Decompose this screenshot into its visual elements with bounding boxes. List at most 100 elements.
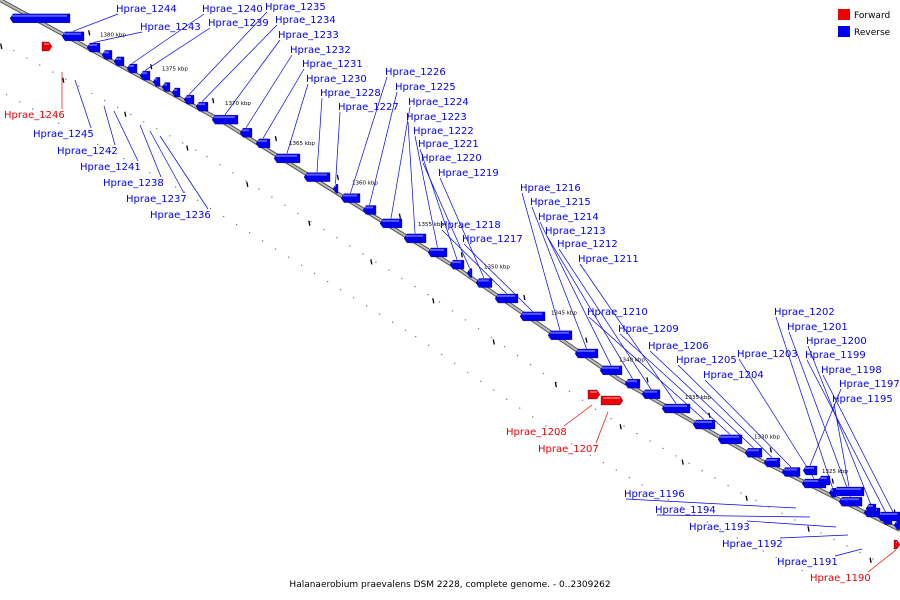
gene-feature-hprae_1242 — [101, 50, 113, 60]
scale-label: 1365 kbp — [289, 141, 315, 147]
guide-dot-inner — [401, 277, 403, 280]
guide-dot-inner — [323, 229, 325, 231]
gene-feature-hprae_1211 — [661, 403, 691, 414]
legend: Forward Reverse — [838, 9, 891, 38]
gene-feature-hprae_1228 — [303, 172, 331, 182]
tick-guide-layer — [0, 30, 896, 572]
gene-label-hprae_1202: Hprae_1202 — [774, 307, 835, 318]
scale-tick-mark — [869, 557, 872, 563]
gene-label-hprae_1238: Hprae_1238 — [103, 178, 164, 189]
scale-label: 1335 kbp — [685, 395, 711, 401]
guide-dot-outer — [641, 484, 643, 486]
guide-dot-outer — [532, 416, 534, 418]
guide-dot-outer — [300, 264, 303, 266]
guide-dot-inner — [623, 425, 625, 427]
leader-line — [563, 404, 593, 427]
guide-dot-outer — [175, 186, 177, 188]
scale-label: 1380 kbp — [100, 33, 126, 39]
guide-dot-inner — [794, 519, 796, 521]
map-caption: Halanaerobium praevalens DSM 2228, compl… — [289, 580, 610, 590]
scale-tick-mark — [370, 259, 373, 265]
gene-label-hprae_1203: Hprae_1203 — [737, 349, 798, 360]
gene-label-hprae_1199: Hprae_1199 — [805, 350, 866, 361]
scale-label: 1370 kbp — [225, 101, 251, 107]
guide-dot-inner — [258, 188, 260, 190]
guide-dot-inner — [781, 512, 783, 515]
leader-line — [439, 177, 485, 279]
gene-label-hprae_1220: Hprae_1220 — [421, 153, 482, 164]
scale-tick-mark — [186, 145, 189, 151]
leader-line — [588, 316, 705, 420]
guide-dot-outer — [441, 353, 443, 356]
guide-dot-outer — [775, 556, 777, 559]
legend-swatch-forward — [838, 9, 850, 20]
scale-label: 1325 kbp — [822, 469, 848, 475]
gene-feature-hprae_1215 — [574, 348, 599, 359]
gene-feature-hprae_1237 — [161, 82, 171, 92]
guide-dot-inner — [427, 294, 429, 296]
gene-feature-hprae_1193 — [877, 511, 900, 522]
guide-dot-inner — [477, 328, 480, 330]
gene-label-hprae_1228: Hprae_1228 — [320, 88, 381, 99]
gene-label-hprae_1212: Hprae_1212 — [557, 239, 618, 250]
leader-line — [390, 106, 411, 219]
scale-tick-mark — [492, 339, 495, 345]
scale-tick-mark — [88, 30, 91, 36]
guide-dot-inner — [375, 261, 377, 263]
guide-dot-outer — [428, 344, 430, 347]
scale-label: 1350 kbp — [484, 265, 510, 271]
gene-feature-hprae_1194 — [865, 503, 877, 514]
scale-tick-mark — [0, 43, 3, 50]
guide-dot-outer — [19, 101, 21, 103]
guide-dot-inner — [568, 390, 571, 393]
scale-tick-mark — [585, 337, 588, 343]
gene-label-hprae_1233: Hprae_1233 — [278, 30, 339, 41]
gene-feature-hprae_1240 — [126, 63, 138, 74]
scale-tick-mark — [681, 459, 684, 465]
guide-dot-outer — [589, 454, 591, 456]
gene-label-hprae_1221: Hprae_1221 — [418, 139, 479, 150]
guide-dot-inner — [464, 319, 467, 321]
guide-dot-inner — [610, 418, 612, 420]
gene-feature-hprae_1218 — [494, 293, 519, 304]
guide-dot-inner — [594, 408, 597, 410]
leader-line — [224, 39, 281, 115]
gene-label-hprae_1224: Hprae_1224 — [408, 97, 469, 108]
gene-label-hprae_1190: Hprae_1190 — [810, 573, 871, 584]
scale-label: 1330 kbp — [754, 435, 780, 441]
legend-swatch-reverse — [838, 26, 850, 37]
gene-label-hprae_1246: Hprae_1246 — [4, 110, 65, 121]
guide-dot-inner — [130, 113, 132, 116]
guide-dot-outer — [391, 321, 394, 323]
gene-label-hprae_1200: Hprae_1200 — [806, 336, 867, 347]
leader-line — [619, 333, 731, 435]
leader-line — [72, 13, 119, 32]
gene-label-hprae_1191: Hprae_1191 — [777, 557, 838, 568]
leader-line — [677, 364, 773, 458]
leader-line — [788, 331, 851, 497]
gene-label-hprae_1226: Hprae_1226 — [385, 67, 446, 78]
guide-dot-outer — [97, 143, 99, 146]
leader-line — [316, 97, 323, 173]
leader-line — [521, 192, 561, 331]
guide-dot-inner — [636, 432, 638, 435]
guide-dot-inner — [872, 558, 874, 560]
guide-dot-inner — [833, 538, 835, 541]
gene-label-hprae_1195: Hprae_1195 — [832, 394, 893, 405]
gene-feature-hprae_1241 — [113, 56, 125, 67]
guide-dot-inner — [182, 142, 184, 144]
leader-line — [74, 79, 92, 129]
gene-label-hprae_1223: Hprae_1223 — [406, 112, 467, 123]
guide-dot-inner — [271, 196, 273, 198]
gene-label-hprae_1245: Hprae_1245 — [33, 129, 94, 140]
guide-dot-outer — [365, 305, 368, 307]
gene-feature-hprae_1245 — [9, 13, 71, 23]
guide-dot-outer — [261, 240, 264, 242]
gene-feature-layer — [9, 13, 900, 550]
guide-dot-outer — [519, 407, 521, 409]
guide-dot-outer — [667, 499, 669, 501]
guide-dot-outer — [84, 136, 86, 138]
guide-dot-outer — [339, 289, 342, 291]
scale-tick-mark — [523, 294, 526, 301]
leader-line — [807, 345, 873, 508]
